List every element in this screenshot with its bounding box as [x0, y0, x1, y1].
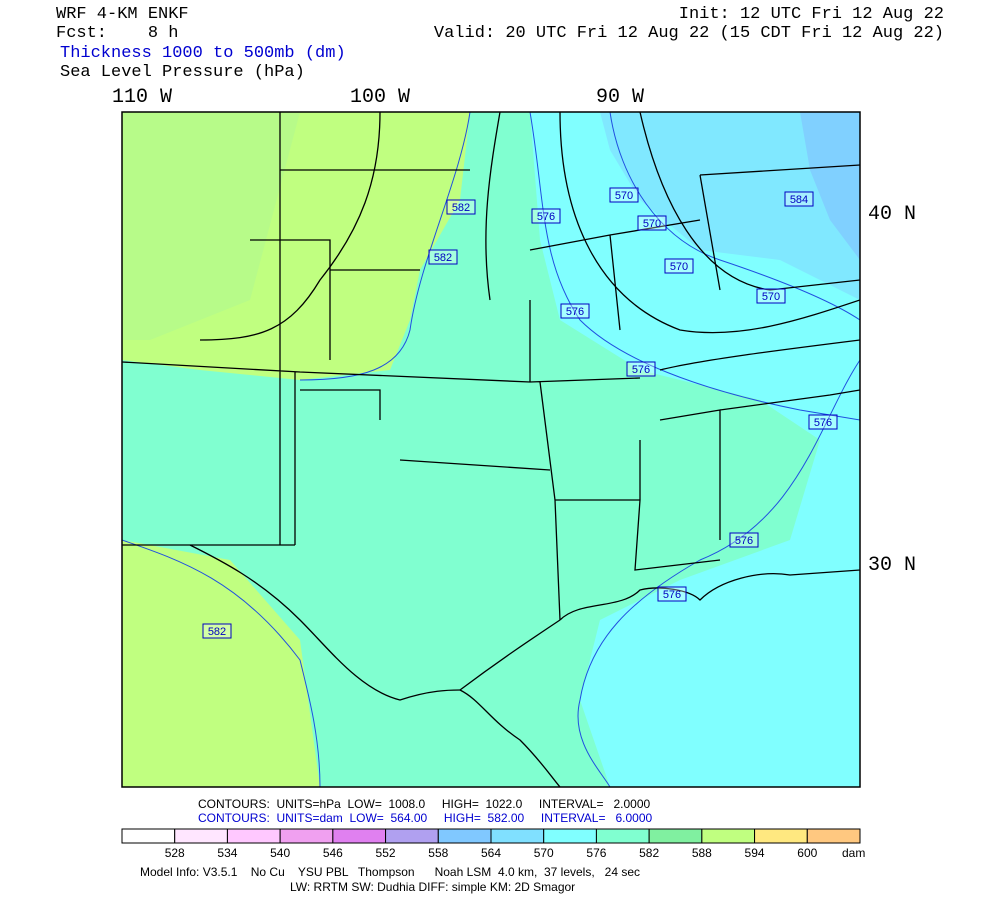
colorbar-box: [595, 828, 650, 844]
contour-label: 576: [632, 364, 650, 376]
contour-label-box: [784, 191, 814, 207]
map: [121, 111, 861, 788]
contour-label: 582: [208, 626, 226, 638]
colorbar-label: 576: [586, 846, 606, 860]
colorbar-label: 594: [745, 846, 765, 860]
colorbar-box: [543, 828, 597, 844]
field1: Thickness 1000 to 500mb (dm): [60, 44, 346, 63]
colorbar-label: 528: [165, 846, 185, 860]
lat-label: 40 N: [868, 203, 916, 226]
contour-label-box: [202, 623, 232, 639]
colorbar-box: [754, 828, 808, 844]
contour-label-box: [729, 532, 759, 548]
footer-line1: Model Info: V3.5.1 No Cu YSU PBL Thompso…: [140, 865, 640, 879]
lat-label: 30 N: [868, 554, 916, 577]
contour-label-box: [808, 414, 838, 430]
lon-label: 90 W: [596, 86, 644, 109]
contour-label-box: [531, 208, 561, 224]
lon-label: 100 W: [350, 86, 410, 109]
contour-label-box: [626, 361, 656, 377]
contour-label-box: [609, 187, 639, 203]
colorbar-label: 600: [797, 846, 817, 860]
colorbar-label: 582: [639, 846, 659, 860]
contours-blue: CONTOURS: UNITS=dam LOW= 564.00 HIGH= 58…: [198, 811, 653, 825]
colorbar-box: [174, 828, 228, 844]
colorbar-box: [806, 828, 861, 844]
colorbar-label: 552: [376, 846, 396, 860]
colorbar-label: 564: [481, 846, 501, 860]
colorbar-box: [701, 828, 756, 844]
contour-label: 576: [814, 417, 832, 429]
colorbar-units: dam: [842, 846, 865, 860]
colorbar-label: 540: [270, 846, 290, 860]
contour-label-box: [446, 199, 476, 215]
contour-label: 570: [762, 291, 780, 303]
colorbar-label: 534: [217, 846, 237, 860]
colorbar-box: [385, 828, 439, 844]
model: WRF 4-KM ENKF: [56, 5, 189, 24]
colorbar-label: 546: [323, 846, 343, 860]
contour-label: 576: [537, 211, 555, 223]
colorbar-label: 558: [428, 846, 448, 860]
lon-label: 110 W: [112, 86, 172, 109]
contour-label-box: [637, 215, 667, 231]
fcst: Fcst: 8 h: [56, 24, 178, 43]
colorbar-label: 588: [692, 846, 712, 860]
contour-label: 576: [735, 535, 753, 547]
contour-label-box: [664, 258, 694, 274]
contour-label: 576: [663, 589, 681, 601]
contour-label: 576: [566, 306, 584, 318]
init: Init: 12 UTC Fri 12 Aug 22: [679, 5, 944, 24]
field2: Sea Level Pressure (hPa): [60, 63, 305, 82]
contour-label-box: [560, 303, 590, 319]
contour-label: 582: [452, 202, 470, 214]
colorbar-box: [332, 828, 387, 844]
contour-label: 570: [643, 218, 661, 230]
contour-label: 582: [434, 252, 452, 264]
colorbar-label: 570: [534, 846, 554, 860]
contour-label-box: [428, 249, 458, 265]
contour-label: 584: [790, 194, 808, 206]
contour-label: 570: [615, 190, 633, 202]
colorbar-box: [279, 828, 334, 844]
contour-label-box: [657, 586, 687, 602]
colorbar-box: [121, 828, 176, 844]
contours-black: CONTOURS: UNITS=hPa LOW= 1008.0 HIGH= 10…: [198, 797, 651, 811]
colorbar-box: [226, 828, 281, 844]
colorbar-box: [490, 828, 545, 844]
colorbar-box: [648, 828, 703, 844]
contour-label: 570: [670, 261, 688, 273]
contour-label-box: [756, 288, 786, 304]
footer-line2: LW: RRTM SW: Dudhia DIFF: simple KM: 2D …: [290, 880, 575, 894]
valid: Valid: 20 UTC Fri 12 Aug 22 (15 CDT Fri …: [434, 24, 944, 43]
colorbar-box: [437, 828, 492, 844]
